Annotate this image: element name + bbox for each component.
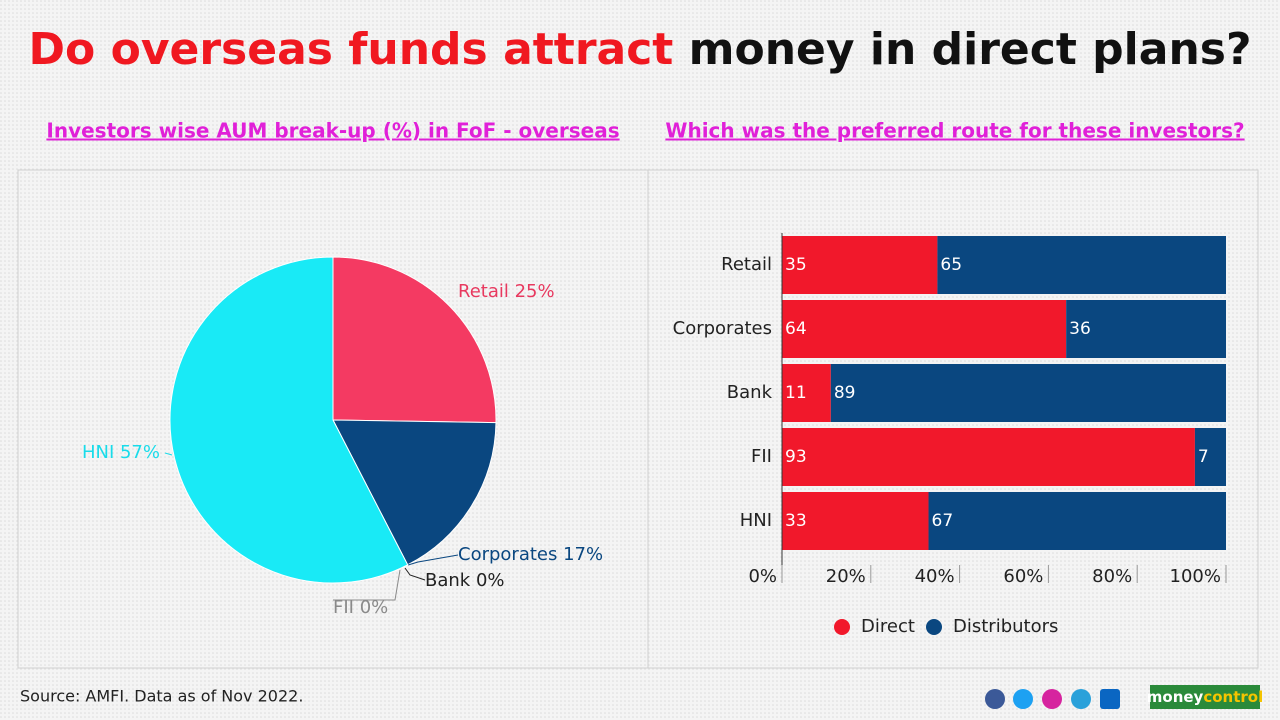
slice-label: FII 0% <box>333 597 388 618</box>
pie-subtitle: Investors wise AUM break-up (%) in FoF -… <box>46 119 619 143</box>
slice-value: 57% <box>120 442 160 463</box>
twitter-icon[interactable] <box>1013 689 1033 709</box>
bar-value-label: 11 <box>785 383 807 403</box>
leader-line <box>333 569 401 601</box>
legend-label: Distributors <box>953 616 1058 637</box>
title-highlight: Do overseas funds attract <box>29 24 674 75</box>
slice-value: 17% <box>563 544 603 565</box>
slice-category: Corporates <box>458 544 557 565</box>
bar-segment <box>830 364 1226 422</box>
leader-line <box>407 554 459 566</box>
slice-label: HNI 57% <box>82 442 160 463</box>
brand-b: control <box>1203 688 1263 706</box>
y-tick-label: Corporates <box>673 318 772 339</box>
bar-value-label: 64 <box>785 319 807 339</box>
linkedin-icon[interactable] <box>1100 689 1120 709</box>
slice-label: Corporates 17% <box>458 544 603 565</box>
bar-segment <box>782 428 1195 486</box>
bar-panel <box>647 169 1259 669</box>
brand: moneycontrol <box>1147 688 1263 706</box>
slice-label: Retail 25% <box>458 281 555 302</box>
slice-category: Bank <box>425 570 471 591</box>
bar-value-label: 36 <box>1069 319 1091 339</box>
legend-marker <box>926 619 942 635</box>
slice-value: 0% <box>360 597 389 618</box>
bar-segment <box>1194 428 1226 486</box>
x-tick-label: 100% <box>1170 566 1221 587</box>
pie-chart: Retail 25%Corporates 17%Bank 0%FII 0%HNI… <box>82 256 603 618</box>
bar-value-label: 89 <box>834 383 856 403</box>
brand-logo: moneycontrol <box>1147 685 1263 709</box>
instagram-icon[interactable] <box>1042 689 1062 709</box>
pie-slice <box>169 256 409 584</box>
telegram-icon[interactable] <box>1071 689 1091 709</box>
bar-value-label: 93 <box>785 447 807 467</box>
brand-a: money <box>1147 688 1204 706</box>
x-tick-label: 20% <box>826 566 866 587</box>
social-icons <box>985 689 1120 709</box>
bar-value-label: 7 <box>1198 447 1209 467</box>
slice-value: 25% <box>515 281 555 302</box>
slice-category: FII <box>333 597 354 618</box>
x-tick-label: 40% <box>915 566 955 587</box>
y-tick-label: HNI <box>740 510 772 531</box>
leader-line <box>404 567 426 581</box>
slice-category: HNI <box>82 442 114 463</box>
source: Source: AMFI. Data as of Nov 2022. <box>20 687 303 706</box>
bar-value-label: 35 <box>785 255 807 275</box>
pie-slice <box>332 256 497 424</box>
bar-segment <box>928 492 1226 550</box>
y-tick-label: Retail <box>721 254 772 275</box>
bar-value-label: 67 <box>932 511 954 531</box>
title-rest: money in direct plans? <box>689 24 1252 75</box>
x-tick-label: 60% <box>1003 566 1043 587</box>
y-tick-label: Bank <box>727 382 773 403</box>
bar-value-label: 65 <box>940 255 962 275</box>
bar-segment <box>782 364 831 422</box>
slice-value: 0% <box>476 570 505 591</box>
bar-segment <box>782 236 938 294</box>
slice-category: Retail <box>458 281 509 302</box>
y-tick-label: FII <box>751 446 772 467</box>
x-tick-label: 0% <box>748 566 777 587</box>
leader-line <box>164 452 173 456</box>
bar-value-label: 33 <box>785 511 807 531</box>
bar-subtitle: Which was the preferred route for these … <box>665 119 1244 143</box>
facebook-icon[interactable] <box>985 689 1005 709</box>
x-tick-label: 80% <box>1092 566 1132 587</box>
bar-segment <box>1066 300 1226 358</box>
pie-slice <box>332 419 497 566</box>
legend-label: Direct <box>861 616 915 637</box>
bar-segment <box>782 300 1067 358</box>
bar-chart: Retail 35 65 Corporates 64 36 Bank 11 89 FII 93 7 HN… <box>673 233 1227 637</box>
slice-label: Bank 0% <box>425 570 505 591</box>
brand-box <box>1150 685 1260 709</box>
bar-segment <box>782 492 929 550</box>
title: Do overseas funds attract money in direc… <box>29 24 1252 75</box>
legend-marker <box>834 619 850 635</box>
bar-segment <box>937 236 1226 294</box>
